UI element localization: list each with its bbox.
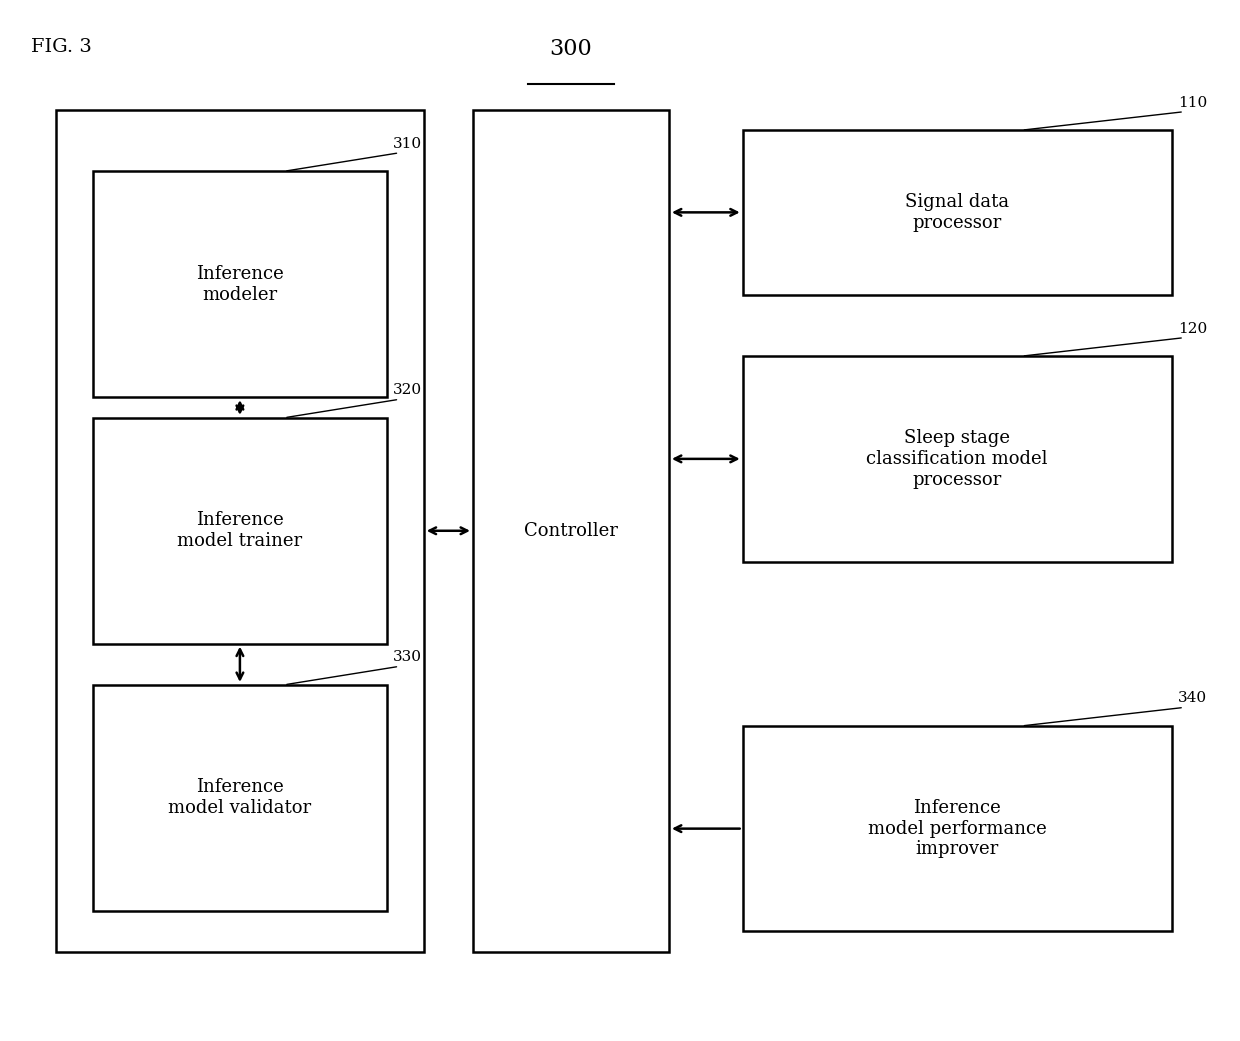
FancyBboxPatch shape: [93, 172, 387, 398]
Text: 320: 320: [393, 383, 423, 398]
FancyBboxPatch shape: [472, 109, 670, 951]
FancyBboxPatch shape: [743, 726, 1172, 932]
FancyBboxPatch shape: [93, 685, 387, 911]
Text: 120: 120: [1178, 322, 1207, 335]
Text: Signal data
processor: Signal data processor: [905, 193, 1009, 232]
Text: Inference
model performance
improver: Inference model performance improver: [868, 798, 1047, 859]
Text: 300: 300: [549, 37, 593, 59]
Text: Inference
modeler: Inference modeler: [196, 264, 284, 304]
Text: 340: 340: [1178, 691, 1207, 706]
FancyBboxPatch shape: [56, 109, 424, 951]
Text: 310: 310: [393, 136, 423, 151]
FancyBboxPatch shape: [93, 417, 387, 643]
Text: Sleep stage
classification model
processor: Sleep stage classification model process…: [867, 429, 1048, 488]
Text: 330: 330: [393, 651, 422, 664]
FancyBboxPatch shape: [743, 356, 1172, 561]
Text: Inference
model trainer: Inference model trainer: [177, 511, 303, 551]
Text: FIG. 3: FIG. 3: [31, 37, 92, 56]
Text: Inference
model validator: Inference model validator: [169, 779, 311, 817]
FancyBboxPatch shape: [743, 130, 1172, 295]
Text: 110: 110: [1178, 96, 1207, 109]
Text: Controller: Controller: [525, 522, 618, 540]
